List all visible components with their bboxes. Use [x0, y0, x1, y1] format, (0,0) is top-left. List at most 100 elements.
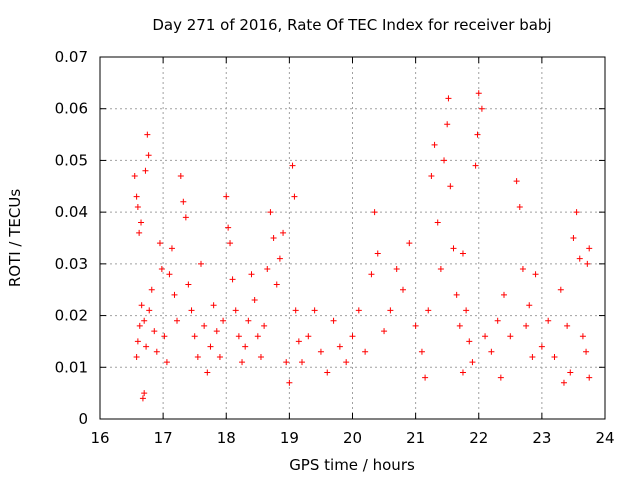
data-point — [469, 359, 476, 366]
data-point — [466, 338, 473, 345]
data-point — [254, 333, 261, 340]
data-point — [177, 172, 184, 179]
x-tick-label: 23 — [532, 429, 551, 447]
data-point — [242, 343, 249, 350]
data-point — [153, 348, 160, 355]
y-tick-label: 0.01 — [55, 358, 88, 376]
data-point — [223, 193, 230, 200]
data-point — [138, 219, 145, 226]
data-point — [148, 286, 155, 293]
data-point — [276, 255, 283, 262]
data-point — [166, 271, 173, 278]
data-point — [330, 317, 337, 324]
y-axis-label: ROTI / TECUs — [6, 189, 24, 287]
data-point — [220, 317, 227, 324]
data-point — [264, 266, 271, 273]
y-tick-label: 0.03 — [55, 255, 88, 273]
data-point — [418, 348, 425, 355]
data-point — [232, 307, 239, 314]
data-point — [143, 343, 150, 350]
data-point — [207, 343, 214, 350]
data-point — [494, 317, 501, 324]
data-point — [381, 328, 388, 335]
data-point — [450, 245, 457, 252]
data-point — [245, 317, 252, 324]
data-point — [257, 353, 264, 360]
data-point — [579, 333, 586, 340]
data-point — [286, 379, 293, 386]
data-point — [371, 209, 378, 216]
data-point — [570, 235, 577, 241]
data-point — [447, 183, 454, 190]
y-tick-label: 0.05 — [55, 151, 88, 169]
data-point — [151, 328, 158, 335]
axis-ticks — [99, 56, 606, 420]
data-point — [174, 317, 181, 324]
data-point — [305, 333, 312, 340]
data-point — [134, 338, 141, 345]
x-axis-label: GPS time / hours — [289, 456, 415, 474]
data-point — [171, 291, 178, 298]
data-point — [267, 209, 274, 216]
data-point — [145, 152, 152, 159]
data-point — [431, 141, 438, 148]
data-point — [131, 172, 138, 179]
data-point — [201, 322, 208, 329]
y-tick-label: 0.02 — [55, 307, 88, 325]
data-point — [393, 266, 400, 273]
data-point — [144, 131, 151, 138]
x-tick-label: 16 — [90, 429, 109, 447]
data-point — [557, 286, 564, 293]
x-tick-label: 18 — [217, 429, 236, 447]
y-tick-label: 0.06 — [55, 100, 88, 118]
data-point — [459, 250, 466, 257]
data-point — [586, 374, 593, 381]
data-point — [532, 271, 539, 278]
data-point — [292, 307, 299, 314]
grid — [100, 57, 605, 419]
data-point — [180, 198, 187, 205]
data-point — [523, 322, 530, 329]
data-point — [400, 286, 406, 293]
data-point — [507, 333, 514, 340]
data-point — [567, 369, 574, 376]
data-point — [142, 167, 149, 174]
x-tick-label: 19 — [280, 429, 299, 447]
data-point — [299, 359, 305, 366]
data-point — [478, 105, 485, 112]
data-point — [139, 395, 146, 402]
data-point — [138, 302, 145, 309]
data-point — [133, 193, 140, 200]
data-point — [229, 276, 236, 283]
data-point — [156, 240, 163, 247]
data-point — [441, 157, 448, 164]
y-tick-label: 0 — [78, 410, 88, 428]
data-point — [474, 131, 481, 138]
data-point — [270, 235, 277, 241]
data-point — [422, 374, 429, 381]
data-point — [182, 214, 189, 221]
data-points — [131, 90, 593, 402]
data-point — [280, 229, 287, 236]
data-point — [213, 328, 220, 335]
data-point — [368, 271, 375, 278]
data-point — [519, 266, 526, 273]
data-point — [136, 229, 143, 236]
x-tick-label: 17 — [154, 429, 173, 447]
data-point — [444, 121, 451, 128]
data-point — [141, 390, 148, 397]
data-point — [583, 348, 590, 355]
data-point — [513, 178, 520, 185]
data-point — [136, 322, 143, 329]
data-point — [374, 250, 381, 257]
y-tick-label: 0.04 — [55, 203, 88, 221]
data-point — [216, 353, 223, 360]
data-point — [235, 333, 242, 340]
data-point — [472, 162, 479, 169]
x-tick-label: 22 — [469, 429, 488, 447]
data-point — [311, 307, 318, 314]
data-point — [497, 374, 504, 381]
data-point — [551, 353, 558, 360]
data-point — [283, 359, 290, 366]
